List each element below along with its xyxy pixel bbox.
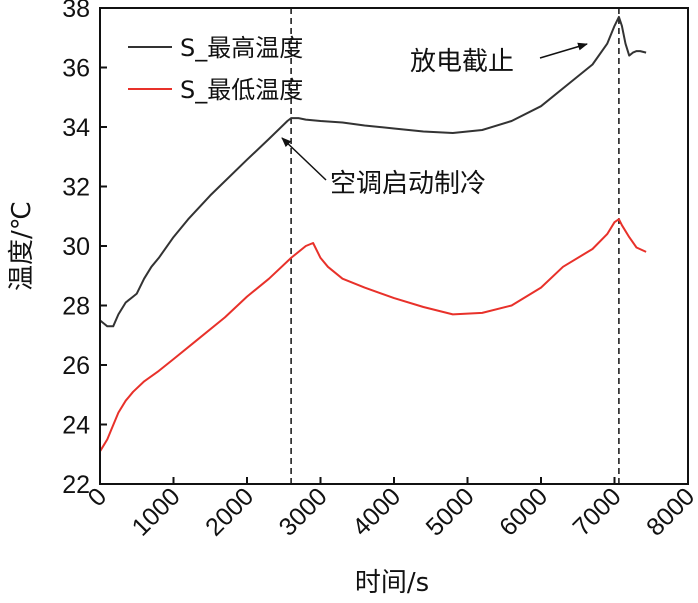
y-tick-label: 30 [62, 233, 90, 261]
annotations: 空调启动制冷 放电截止 [281, 42, 588, 199]
x-tick-label: 6000 [494, 482, 553, 541]
x-tick-label: 4000 [347, 482, 406, 541]
annotation-discharge-cutoff-arrow [539, 42, 588, 59]
reference-lines [290, 8, 620, 484]
y-tick-label: 36 [62, 55, 90, 83]
annotation-discharge-cutoff: 放电截止 [410, 47, 514, 77]
annotation-ac-cooling: 空调启动制冷 [330, 169, 486, 199]
series-line-min-temp [99, 218, 647, 452]
x-axis-title: 时间/s [355, 568, 429, 598]
legend: S_最高温度 S_最低温度 [128, 34, 303, 104]
y-tick-label: 38 [62, 0, 90, 23]
x-tick-label: 8000 [641, 482, 698, 541]
x-tick-label: 7000 [568, 482, 627, 541]
x-tick-label: 1000 [127, 482, 186, 541]
y-tick-label: 34 [62, 114, 90, 142]
series-layer [99, 15, 647, 452]
series-line-max-temp [99, 15, 647, 328]
annotation-ac-cooling-arrow [281, 137, 327, 181]
x-tick-label: 2000 [200, 482, 259, 541]
legend-label-max-temp: S_最高温度 [180, 34, 303, 62]
y-tick-label: 24 [62, 412, 90, 440]
y-tick-label: 22 [62, 471, 90, 499]
tick-layer: 22 24 26 28 30 32 34 36 38 0 1000 2000 3000 4000 5000 6… [62, 0, 698, 542]
x-tick-label: 3000 [274, 482, 333, 541]
y-tick-label: 26 [62, 352, 90, 380]
x-tick-label: 0 [83, 482, 113, 512]
y-tick-label: 32 [62, 174, 90, 202]
x-tick-label: 5000 [421, 482, 480, 541]
legend-label-min-temp: S_最低温度 [180, 76, 303, 104]
y-tick-label: 28 [62, 293, 90, 321]
y-axis-title: 温度/℃ [7, 201, 37, 291]
